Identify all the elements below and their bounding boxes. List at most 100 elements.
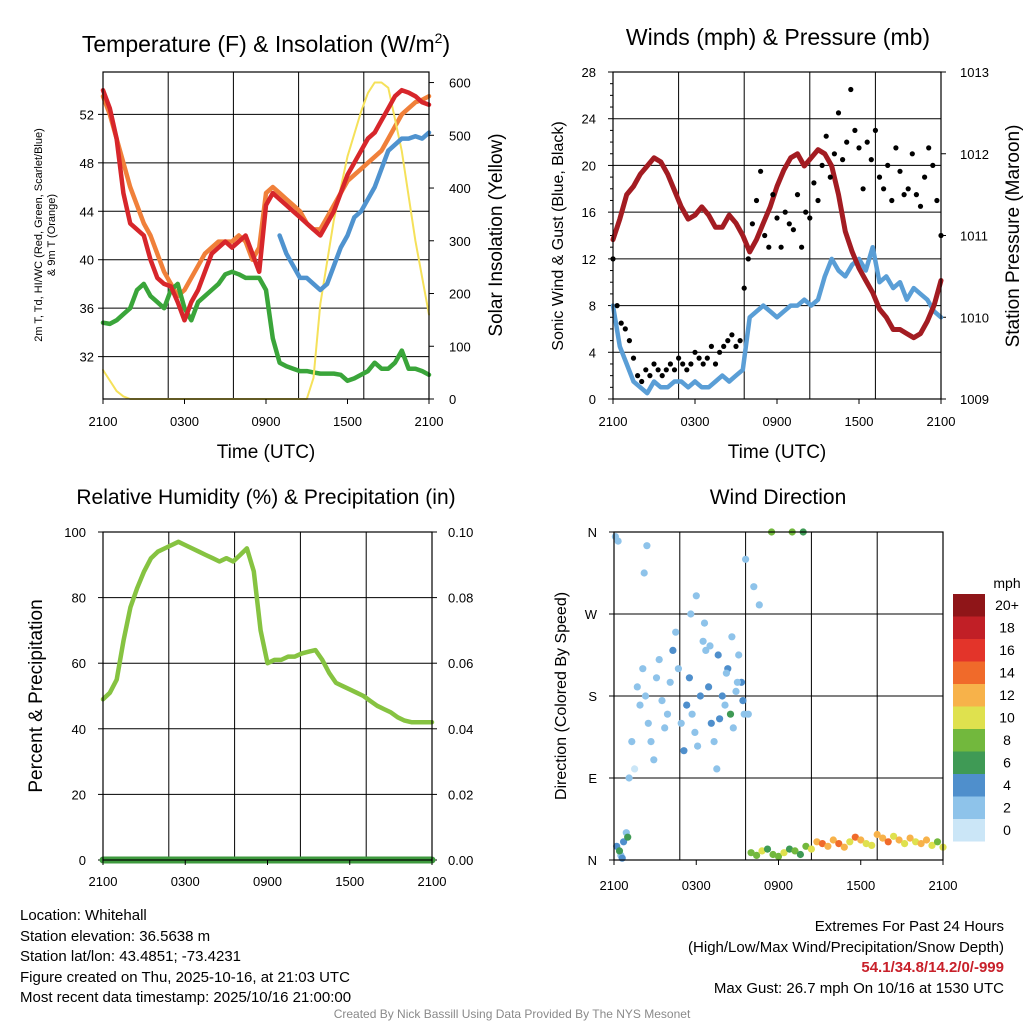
y-tick-label-right: 0.10 xyxy=(448,525,473,540)
y-tick-label: 0 xyxy=(589,392,596,407)
x-tick-label: 2100 xyxy=(89,414,118,429)
direction-point xyxy=(614,537,622,545)
direction-point xyxy=(687,610,695,618)
direction-point xyxy=(774,852,783,861)
y-tick-label-right: 200 xyxy=(449,287,471,302)
extremes-title: Extremes For Past 24 Hours xyxy=(814,918,1004,935)
direction-point xyxy=(669,646,677,655)
direction-point xyxy=(663,710,672,718)
x-tick-label: 1500 xyxy=(335,874,364,889)
gust-point xyxy=(897,168,903,174)
gust-point xyxy=(803,209,809,215)
y-tick-label-right: 0.04 xyxy=(448,722,473,737)
direction-point xyxy=(700,619,709,627)
gust-point xyxy=(909,151,915,157)
direction-point xyxy=(722,669,731,677)
series-line-9m-t-orange- xyxy=(100,93,432,299)
direction-point xyxy=(620,838,628,846)
direction-point xyxy=(922,836,931,844)
gust-point xyxy=(753,197,760,204)
y-tick-label-right: 0.06 xyxy=(448,656,473,671)
gust-point xyxy=(688,361,694,367)
series-line-2m-t-red- xyxy=(100,87,432,323)
direction-point xyxy=(714,651,722,659)
legend-swatch xyxy=(953,751,985,774)
direction-point xyxy=(884,838,892,846)
direction-point xyxy=(696,692,705,700)
direction-point xyxy=(650,756,658,764)
legend-swatch xyxy=(953,661,985,684)
y-tick-label-right: 0.08 xyxy=(448,591,473,606)
direction-point xyxy=(807,845,816,853)
x-axis-label: Time (UTC) xyxy=(217,442,316,463)
legend-label: 4 xyxy=(1003,777,1011,793)
direction-point xyxy=(652,674,661,682)
direction-point xyxy=(851,833,859,841)
direction-point xyxy=(917,840,925,848)
gust-point xyxy=(626,338,633,344)
gust-point xyxy=(766,244,772,250)
gust-point xyxy=(864,139,870,145)
x-tick-label: 1500 xyxy=(845,414,874,429)
direction-point xyxy=(633,683,641,691)
y-tick-label-right: 300 xyxy=(449,234,471,249)
direction-point xyxy=(755,601,763,609)
legend-swatch xyxy=(953,684,985,707)
y-tick-label-right: 0.00 xyxy=(448,853,473,868)
direction-point xyxy=(868,841,876,850)
y-tick-label-right: 1010 xyxy=(960,310,989,325)
series-line-relative-humidity xyxy=(100,539,435,725)
gust-point xyxy=(635,373,641,379)
gust-point xyxy=(684,367,690,373)
direction-point xyxy=(706,642,714,650)
direction-point xyxy=(791,847,799,855)
x-tick-label: 2100 xyxy=(929,878,958,893)
direction-point xyxy=(688,710,696,718)
gust-point xyxy=(758,168,764,174)
y-tick-label: 100 xyxy=(64,525,86,540)
y-tick-label-right: 100 xyxy=(449,339,471,354)
direction-point xyxy=(906,834,914,842)
max-gust-text: Max Gust: 26.7 mph On 10/16 at 1530 UTC xyxy=(713,979,1004,997)
plot-frame xyxy=(612,71,942,400)
direction-point xyxy=(901,840,909,848)
gust-point xyxy=(807,215,813,221)
y-tick-label: 12 xyxy=(582,252,596,267)
gust-point xyxy=(712,361,719,367)
direction-point xyxy=(636,701,644,709)
legend-label: 20+ xyxy=(995,597,1019,613)
gust-point xyxy=(704,355,710,361)
direction-point xyxy=(674,665,683,673)
extremes-box: Extremes For Past 24 Hours (High/Low/Max… xyxy=(688,917,1004,999)
gust-point xyxy=(872,127,879,133)
x-tick-label: 0300 xyxy=(681,414,710,429)
gust-point xyxy=(848,86,854,93)
direction-point xyxy=(641,692,650,700)
temperature-panel: Temperature (F) & Insolation (W/m2) 32 36 4… xyxy=(33,30,507,463)
gust-point xyxy=(733,343,739,349)
x-tick-label: 2100 xyxy=(600,878,629,893)
x-tick-label: 0900 xyxy=(763,414,792,429)
legend-label: 16 xyxy=(999,642,1015,658)
y-tick-label: 28 xyxy=(582,65,596,80)
y-tick-label-right: 0.02 xyxy=(448,787,473,802)
gust-point xyxy=(745,256,751,262)
gust-point xyxy=(901,192,907,198)
gust-point xyxy=(893,145,899,151)
direction-point xyxy=(890,832,898,840)
gust-point xyxy=(630,355,637,361)
y-tick-label-right: 0 xyxy=(449,392,456,407)
x-tick-label: 0300 xyxy=(170,414,199,429)
legend-label: 12 xyxy=(999,687,1015,703)
y-tick-label: 0 xyxy=(79,853,86,868)
direction-point xyxy=(735,651,743,659)
x-tick-label: 2100 xyxy=(927,414,956,429)
y-tick-label-right: 1012 xyxy=(960,147,989,162)
direction-point xyxy=(677,719,685,727)
gust-point xyxy=(794,192,801,198)
series-line-2m-td-green- xyxy=(100,269,432,384)
gust-point xyxy=(889,197,895,204)
direction-point xyxy=(685,674,694,682)
y-tick-label: E xyxy=(588,771,597,786)
panel-title: Relative Humidity (%) & Precipitation (i… xyxy=(76,486,455,509)
